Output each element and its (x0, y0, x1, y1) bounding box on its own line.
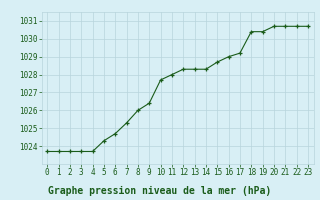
Text: Graphe pression niveau de la mer (hPa): Graphe pression niveau de la mer (hPa) (48, 186, 272, 196)
